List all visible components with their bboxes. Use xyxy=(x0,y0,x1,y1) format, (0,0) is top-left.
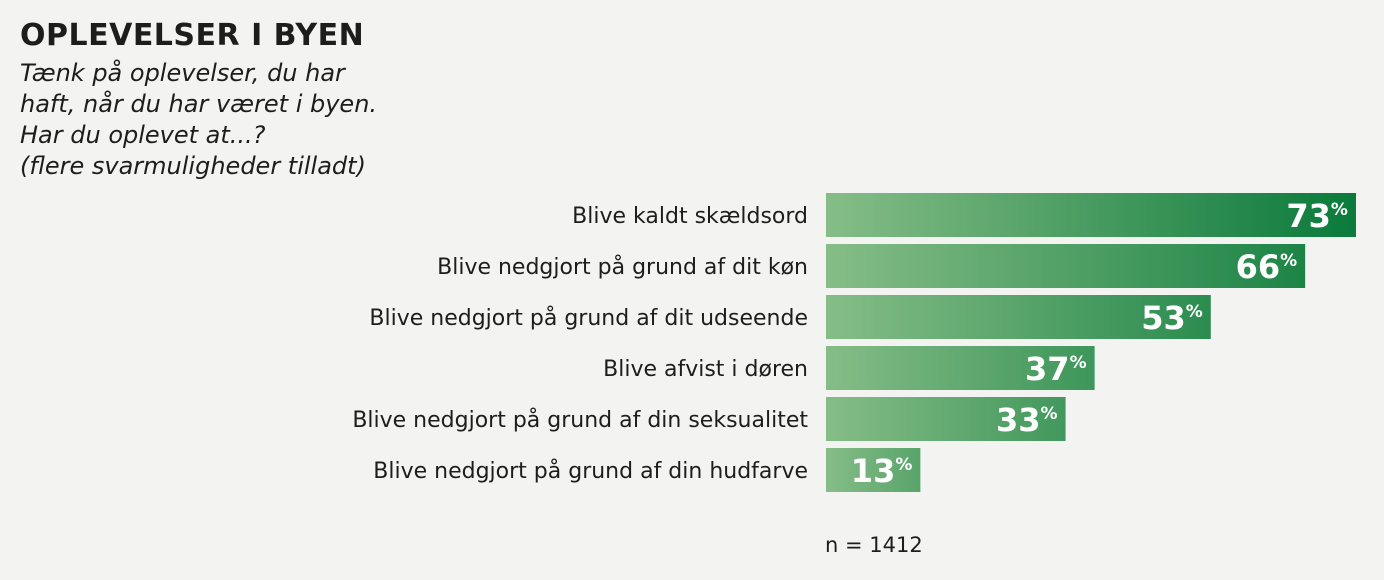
subtitle-line: Har du oplevet at...? xyxy=(20,121,266,149)
category-label: Blive kaldt skældsord xyxy=(572,204,808,229)
bar xyxy=(826,448,921,492)
data-label: 33% xyxy=(996,401,1058,439)
data-label: 13% xyxy=(851,452,913,490)
chart-title: OPLEVELSER I BYEN xyxy=(20,18,365,53)
data-label: 66% xyxy=(1236,248,1298,286)
sample-size-note: n = 1412 xyxy=(825,533,923,557)
data-label: 73% xyxy=(1286,197,1348,235)
bar xyxy=(826,193,1356,237)
subtitle-line: Tænk på oplevelser, du har xyxy=(20,59,345,87)
category-label: Blive nedgjort på grund af dit køn xyxy=(437,254,808,280)
subtitle-line: haft, når du har været i byen. xyxy=(20,90,378,118)
bar xyxy=(826,244,1306,288)
category-label: Blive nedgjort på grund af din hudfarve xyxy=(373,458,808,484)
category-label: Blive afvist i døren xyxy=(603,357,808,382)
bar xyxy=(826,295,1211,339)
bars-group: Blive kaldt skældsord 73% Blive nedgjort p… xyxy=(352,193,1356,492)
data-label: 53% xyxy=(1141,299,1203,337)
bar xyxy=(826,397,1066,441)
data-label: 37% xyxy=(1025,350,1087,388)
subtitle-line: (flere svarmuligheder tilladt) xyxy=(20,152,366,180)
category-label: Blive nedgjort på grund af din seksualit… xyxy=(352,407,808,433)
chart-subtitle: Tænk på oplevelser, du har haft, når du … xyxy=(20,58,410,182)
category-label: Blive nedgjort på grund af dit udseende xyxy=(369,305,808,331)
bar xyxy=(826,346,1095,390)
